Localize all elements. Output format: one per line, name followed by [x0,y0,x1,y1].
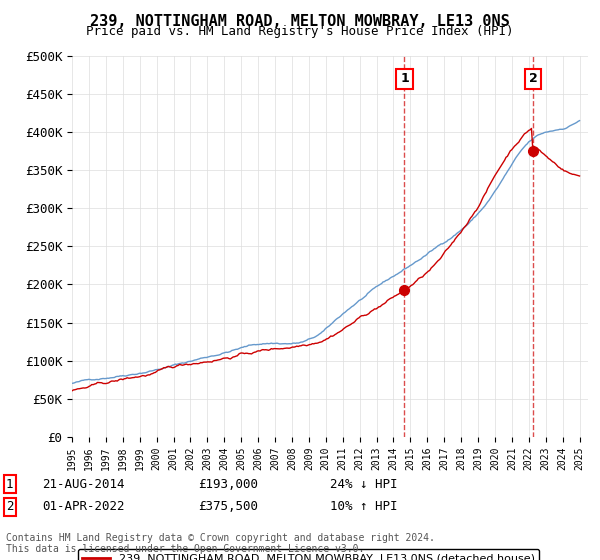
Text: 1: 1 [6,478,14,491]
Text: 01-APR-2022: 01-APR-2022 [42,500,125,514]
Text: 2: 2 [529,72,538,85]
Legend: 239, NOTTINGHAM ROAD, MELTON MOWBRAY, LE13 0NS (detached house), HPI: Average pr: 239, NOTTINGHAM ROAD, MELTON MOWBRAY, LE… [77,549,539,560]
Text: Price paid vs. HM Land Registry's House Price Index (HPI): Price paid vs. HM Land Registry's House … [86,25,514,38]
Text: £375,500: £375,500 [198,500,258,514]
Text: 2: 2 [6,500,14,514]
Text: 10% ↑ HPI: 10% ↑ HPI [330,500,398,514]
Text: 239, NOTTINGHAM ROAD, MELTON MOWBRAY, LE13 0NS: 239, NOTTINGHAM ROAD, MELTON MOWBRAY, LE… [90,14,510,29]
Text: 24% ↓ HPI: 24% ↓ HPI [330,478,398,491]
Text: £193,000: £193,000 [198,478,258,491]
Text: Contains HM Land Registry data © Crown copyright and database right 2024.
This d: Contains HM Land Registry data © Crown c… [6,533,435,554]
Text: 21-AUG-2014: 21-AUG-2014 [42,478,125,491]
Text: 1: 1 [400,72,409,85]
